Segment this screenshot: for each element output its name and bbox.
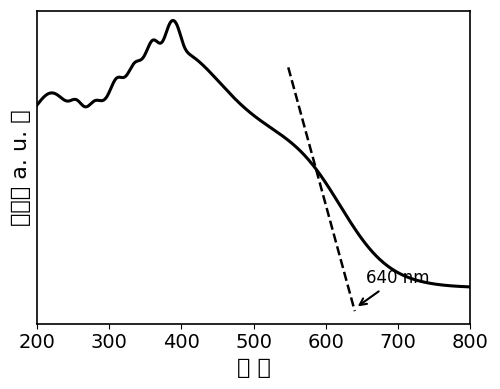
Y-axis label: 吸收（ a. u. ）: 吸收（ a. u. ） bbox=[11, 109, 31, 226]
Text: 640 nm: 640 nm bbox=[360, 269, 429, 305]
X-axis label: 波 长: 波 长 bbox=[236, 358, 270, 378]
